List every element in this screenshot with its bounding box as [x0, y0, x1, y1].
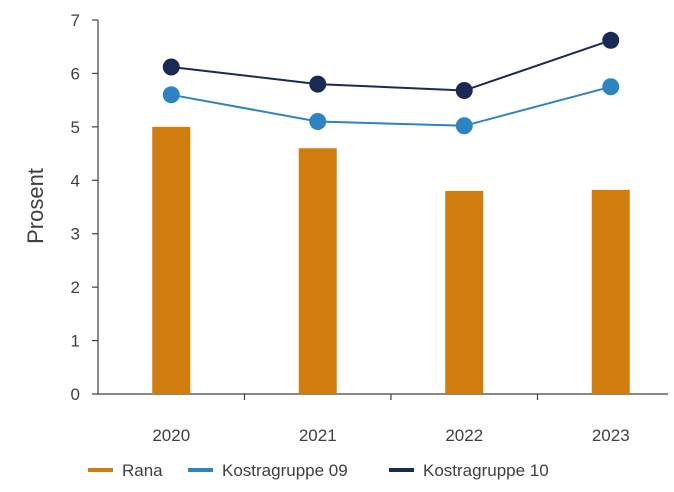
bar-rana	[298, 148, 337, 394]
data-point	[455, 117, 473, 135]
bar-rana	[445, 190, 484, 394]
data-point	[602, 78, 620, 96]
data-point	[455, 82, 473, 100]
y-tick-label: 4	[71, 171, 80, 190]
x-tick-label: 2022	[445, 426, 483, 445]
bar-series	[152, 126, 630, 394]
x-axis: 2020 2021 2022 2023	[98, 393, 668, 445]
bar-rana	[152, 126, 191, 394]
y-tick-label: 5	[71, 118, 80, 137]
y-tick-label: 7	[71, 11, 80, 30]
x-tick-label: 2021	[299, 426, 337, 445]
legend-label: Kostragruppe 10	[423, 461, 549, 480]
y-tick-label: 2	[71, 278, 80, 297]
y-tick-label: 6	[71, 64, 80, 83]
series-line	[171, 39, 612, 92]
x-tick-label: 2020	[152, 426, 190, 445]
data-point	[602, 31, 620, 49]
bar-rana	[591, 189, 630, 394]
x-tick-label: 2023	[592, 426, 630, 445]
legend-label: Rana	[122, 461, 163, 480]
y-tick-label: 3	[71, 225, 80, 244]
y-tick-label: 0	[71, 385, 80, 404]
data-point	[309, 113, 327, 131]
data-point	[309, 75, 327, 93]
y-tick-label: 1	[71, 332, 80, 351]
data-point	[162, 86, 180, 104]
y-axis: 0 1 2 3 4 5 6 7	[71, 11, 99, 404]
line-series	[162, 31, 620, 135]
legend-label: Kostragruppe 09	[222, 461, 348, 480]
y-axis-title: Prosent	[23, 168, 48, 244]
data-point	[162, 58, 180, 76]
legend: Rana Kostragruppe 09 Kostragruppe 10	[88, 461, 549, 480]
series-line	[171, 85, 612, 127]
